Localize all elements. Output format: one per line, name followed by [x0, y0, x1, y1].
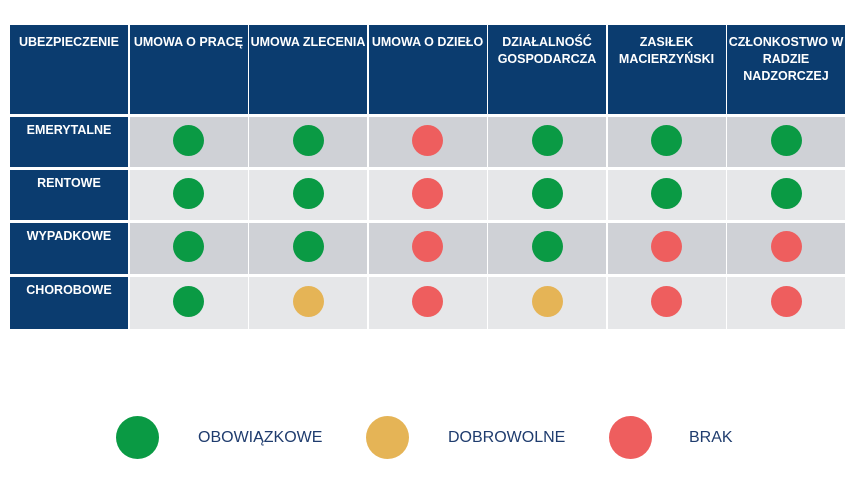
table-cell — [607, 223, 726, 274]
status-dot-brak — [651, 231, 682, 262]
column-header: UMOWA O DZIEŁO — [368, 25, 487, 114]
column-header: DZIAŁALNOŚĆ GOSPODARCZA — [488, 25, 606, 114]
table-cell — [129, 277, 248, 329]
column-header: CZŁONKOSTWO W RADZIE NADZORCZEJ — [727, 25, 845, 114]
table-cell — [368, 170, 487, 220]
table-cell — [607, 117, 726, 167]
table-cell — [727, 277, 845, 329]
row-label: EMERYTALNE — [10, 117, 128, 167]
table-cell — [488, 170, 606, 220]
status-dot-brak — [412, 124, 443, 156]
legend-dot-dobrowolne — [366, 416, 409, 459]
status-dot-obowiazkowe — [173, 285, 204, 317]
legend-label: BRAK — [689, 429, 733, 446]
table-cell — [368, 117, 487, 167]
table-cell — [249, 117, 367, 167]
status-dot-dobrowolne — [292, 285, 324, 317]
table-cell — [129, 117, 248, 167]
status-dot-obowiazkowe — [651, 177, 682, 209]
status-dot-obowiazkowe — [531, 231, 563, 262]
legend-label: OBOWIĄZKOWE — [198, 429, 323, 446]
legend-dot-brak — [609, 416, 652, 459]
legend-dot-obowiazkowe — [116, 416, 159, 459]
table-cell — [727, 170, 845, 220]
status-dot-obowiazkowe — [173, 124, 204, 156]
table-cell — [488, 277, 606, 329]
column-header: UMOWA O PRACĘ — [129, 25, 248, 114]
status-dot-obowiazkowe — [173, 177, 204, 209]
status-dot-brak — [770, 231, 802, 262]
row-label: RENTOWE — [10, 170, 128, 220]
column-header: UMOWA ZLECENIA — [249, 25, 367, 114]
table-cell — [129, 170, 248, 220]
status-dot-dobrowolne — [531, 285, 563, 317]
table-cell — [249, 223, 367, 274]
column-header: ZASIŁEK MACIERZYŃSKI — [607, 25, 726, 114]
status-dot-obowiazkowe — [770, 124, 802, 156]
table-cell — [727, 117, 845, 167]
table-cell — [249, 277, 367, 329]
status-dot-obowiazkowe — [531, 124, 563, 156]
status-dot-obowiazkowe — [651, 124, 682, 156]
row-label: WYPADKOWE — [10, 223, 128, 274]
status-dot-obowiazkowe — [770, 177, 802, 209]
table-cell — [727, 223, 845, 274]
table-cell — [368, 223, 487, 274]
status-dot-obowiazkowe — [292, 124, 324, 156]
table-cell — [607, 277, 726, 329]
table-cell — [607, 170, 726, 220]
corner-header: UBEZPIECZENIE — [10, 25, 128, 114]
status-dot-obowiazkowe — [292, 177, 324, 209]
status-dot-obowiazkowe — [292, 231, 324, 262]
status-dot-brak — [412, 231, 443, 262]
status-dot-brak — [651, 285, 682, 317]
legend-label: DOBROWOLNE — [448, 429, 566, 446]
table-cell — [249, 170, 367, 220]
table-cell — [488, 223, 606, 274]
status-dot-obowiazkowe — [173, 231, 204, 262]
status-dot-brak — [770, 285, 802, 317]
insurance-table: UBEZPIECZENIE UMOWA O PRACĘ UMOWA ZLECENI… — [10, 25, 845, 329]
status-dot-brak — [412, 177, 443, 209]
legend: OBOWIĄZKOWE DOBROWOLNE BRAK — [0, 416, 866, 460]
table-cell — [368, 277, 487, 329]
status-dot-brak — [412, 285, 443, 317]
table-cell — [129, 223, 248, 274]
table-cell — [488, 117, 606, 167]
status-dot-obowiazkowe — [531, 177, 563, 209]
row-label: CHOROBOWE — [10, 277, 128, 329]
